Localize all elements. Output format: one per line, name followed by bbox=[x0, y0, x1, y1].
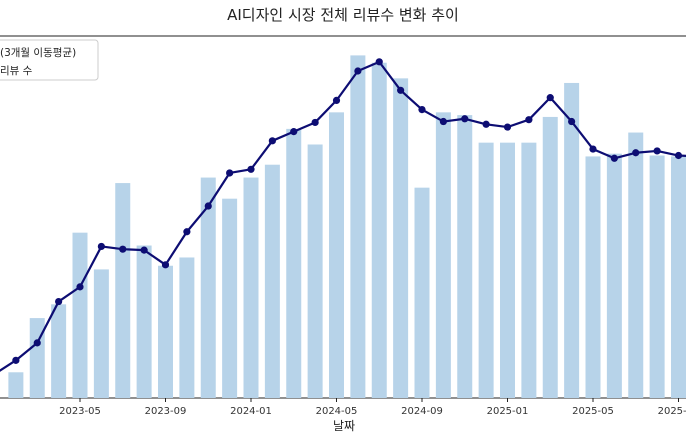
bar bbox=[671, 156, 686, 398]
moving-average-point bbox=[397, 86, 405, 94]
bar bbox=[564, 82, 580, 398]
bar bbox=[393, 78, 409, 398]
bar bbox=[179, 257, 195, 398]
moving-average-point bbox=[268, 137, 276, 145]
plot-area bbox=[0, 35, 686, 399]
moving-average-point bbox=[610, 154, 618, 162]
x-tick-label: 2025-05 bbox=[572, 406, 614, 417]
legend-box bbox=[0, 39, 99, 81]
bar bbox=[72, 232, 88, 398]
legend: (3개월 이동평균) 리뷰 수 bbox=[0, 39, 99, 81]
moving-average-point bbox=[119, 245, 127, 253]
bar bbox=[222, 198, 238, 398]
bar bbox=[243, 177, 259, 398]
moving-average-point bbox=[290, 128, 298, 136]
moving-average-point bbox=[97, 242, 105, 251]
moving-average-point bbox=[503, 123, 512, 131]
moving-average-point bbox=[311, 118, 319, 127]
bar-group bbox=[8, 55, 686, 399]
bar bbox=[414, 187, 430, 398]
bar bbox=[606, 153, 622, 398]
moving-average-group bbox=[0, 58, 686, 372]
bar bbox=[435, 112, 451, 398]
bar bbox=[158, 265, 173, 398]
bar bbox=[350, 55, 366, 398]
bar bbox=[29, 318, 45, 398]
chart-title: AI디자인 시장 전체 리뷰수 변화 추이 bbox=[227, 6, 459, 24]
legend-entry-moving-average: (3개월 이동평균) bbox=[0, 47, 76, 59]
bar bbox=[286, 128, 302, 398]
bar bbox=[8, 372, 24, 398]
moving-average-point bbox=[375, 58, 383, 66]
moving-average-point bbox=[354, 67, 362, 75]
moving-average-point bbox=[55, 297, 63, 306]
bar bbox=[500, 142, 515, 398]
moving-average-point bbox=[140, 246, 148, 254]
moving-average-point bbox=[439, 117, 447, 126]
x-tick-label: 2024-09 bbox=[401, 406, 443, 417]
bar bbox=[329, 112, 344, 398]
bar bbox=[200, 177, 216, 398]
moving-average-point bbox=[332, 96, 341, 105]
moving-average-point bbox=[674, 151, 683, 160]
bar bbox=[115, 183, 131, 398]
bar bbox=[542, 116, 558, 399]
moving-average-point bbox=[183, 228, 191, 236]
bar bbox=[478, 142, 494, 398]
x-tick-label: 2025-01 bbox=[487, 406, 529, 417]
moving-average-point bbox=[226, 169, 234, 177]
legend-entry-reviews: 리뷰 수 bbox=[0, 65, 33, 77]
bar bbox=[136, 245, 152, 398]
moving-average-point bbox=[653, 147, 661, 155]
x-tick-label: 2023-05 bbox=[59, 406, 101, 417]
x-tick-label: 2024-05 bbox=[316, 406, 358, 417]
bar bbox=[371, 62, 387, 399]
moving-average-point bbox=[33, 339, 41, 347]
moving-average-point bbox=[204, 202, 212, 210]
moving-average-point bbox=[632, 149, 640, 157]
x-tick-label: 2025-09 bbox=[658, 406, 686, 417]
moving-average-point bbox=[482, 120, 490, 128]
bar bbox=[585, 156, 601, 398]
bar bbox=[521, 142, 537, 398]
moving-average-point bbox=[589, 145, 597, 153]
x-tick-label: 2024-01 bbox=[230, 406, 272, 417]
bar bbox=[628, 132, 644, 398]
bar bbox=[93, 269, 109, 398]
moving-average-point bbox=[247, 165, 255, 173]
moving-average-line bbox=[0, 60, 686, 372]
bar bbox=[51, 304, 67, 398]
moving-average-point bbox=[12, 356, 20, 364]
moving-average-point bbox=[161, 261, 170, 269]
moving-average-point bbox=[525, 116, 533, 124]
bar bbox=[457, 115, 473, 399]
x-tick-label: 2023-09 bbox=[145, 406, 187, 417]
bar bbox=[264, 164, 280, 398]
moving-average-point bbox=[461, 115, 469, 123]
x-axis-label: 날짜 bbox=[333, 419, 355, 433]
moving-average-point bbox=[546, 94, 554, 102]
x-axis: 2023-05 2023-09 2024-01 2024-05 2024-09 2025-… bbox=[59, 398, 686, 417]
bar bbox=[307, 144, 323, 398]
moving-average-point bbox=[418, 105, 426, 114]
moving-average-point bbox=[568, 117, 576, 126]
moving-average-point bbox=[76, 283, 84, 291]
bar bbox=[649, 155, 665, 398]
